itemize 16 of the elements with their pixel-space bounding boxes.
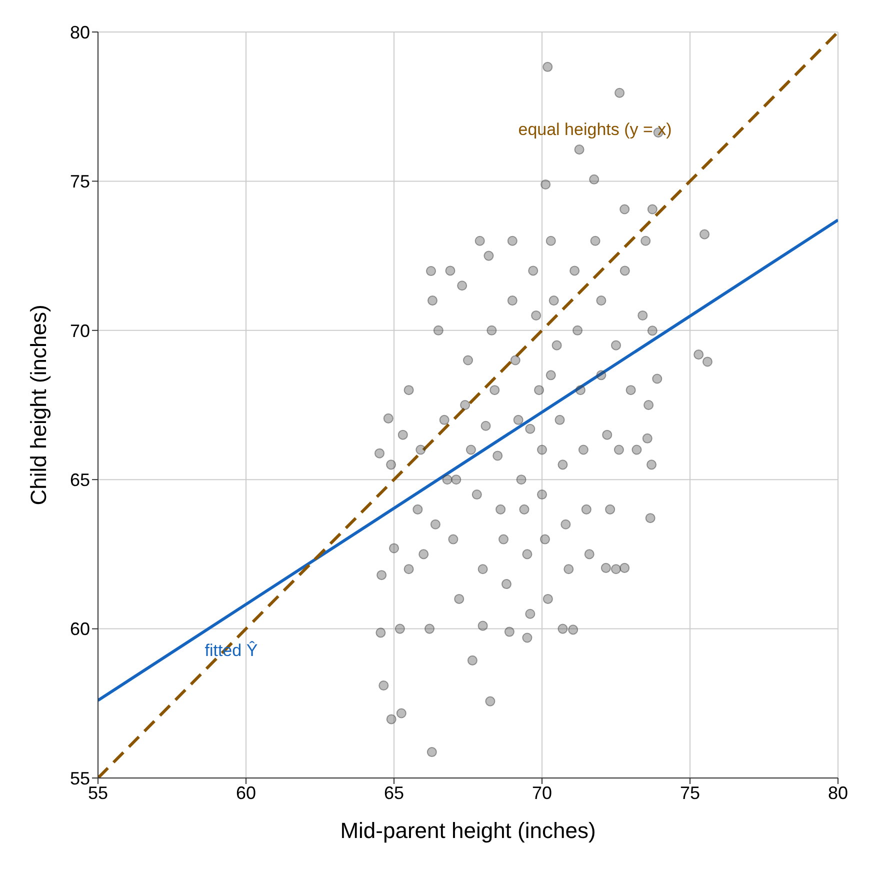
y-tick-label: 80 [70, 22, 90, 42]
y-axis-title: Child height (inches) [26, 304, 51, 506]
x-axis-title: Mid-parent height (inches) [340, 818, 596, 843]
x-tick-label: 80 [828, 782, 848, 803]
x-tick-label: 75 [680, 782, 700, 803]
series-label: fitted Ŷ [204, 641, 258, 660]
x-tick-label: 70 [532, 782, 552, 803]
x-tick-label: 65 [384, 782, 404, 803]
x-tick-label: 55 [88, 782, 108, 803]
y-tick-label: 70 [70, 320, 90, 341]
text: equal heights (y = x) [518, 120, 672, 140]
y-tick-label: 75 [70, 172, 90, 192]
y-tick-label: 55 [70, 768, 90, 788]
x-tick-label: 60 [236, 782, 256, 803]
y-tick-label: 65 [70, 470, 90, 490]
y-tick-label: 60 [70, 619, 90, 640]
